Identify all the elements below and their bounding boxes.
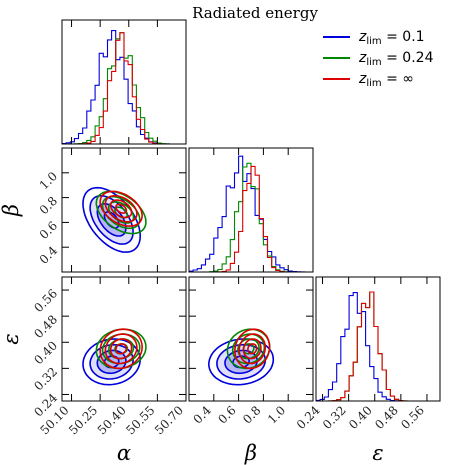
contour-series-1	[231, 333, 266, 365]
y-tick-label: 0.4	[37, 243, 61, 267]
legend-entry-2: zlim = ∞	[358, 71, 414, 89]
contour-series-0	[89, 343, 134, 380]
y-tick-label: 0.8	[37, 194, 60, 217]
contour-series-2	[104, 194, 138, 223]
contour-series-2	[238, 333, 267, 365]
hist-series-2	[189, 165, 313, 272]
x-tick-label: 0.24	[294, 403, 323, 432]
panel-frame	[61, 19, 187, 145]
contour-series-2	[109, 338, 133, 360]
y-tick-label: 0.48	[31, 312, 60, 341]
axis-label: β	[244, 441, 257, 465]
y-tick-label: 0.6	[37, 219, 60, 242]
contour-series-1	[101, 195, 141, 230]
contour-series-2	[247, 343, 258, 355]
contour-series-1	[95, 190, 147, 235]
contour-series-2	[104, 333, 138, 365]
contour-series-2	[234, 328, 271, 370]
axis-label: α	[117, 441, 131, 465]
y-tick-label: 0.40	[31, 338, 60, 367]
contour-series-2	[99, 190, 143, 227]
panel-frame	[188, 147, 314, 273]
contour-series-2	[115, 343, 128, 355]
legend-entry-0: zlim = 0.1	[358, 29, 425, 47]
axis-ticks: 0.240.320.400.480.56	[294, 277, 428, 432]
panel-frame	[61, 147, 187, 273]
contour-series-0	[103, 211, 120, 229]
x-tick-label: 0.56	[398, 403, 427, 432]
hist-panel-alpha	[61, 19, 187, 145]
axis-ticks	[213, 148, 289, 272]
x-tick-label: 0.6	[215, 403, 238, 426]
contour-series-0	[82, 338, 142, 386]
x-tick-label: 0.32	[320, 403, 349, 432]
hist-panel-beta	[188, 147, 314, 273]
y-tick-label: 0.32	[31, 365, 60, 394]
axis-label: β	[0, 204, 23, 217]
axis-label: ε	[372, 441, 383, 465]
hist-panel-epsilon	[315, 276, 441, 402]
contour-series-1	[107, 201, 135, 224]
x-tick-label: 0.48	[372, 403, 401, 432]
y-tick-label: 1.0	[37, 169, 60, 192]
panel-frame	[315, 276, 441, 402]
contour-series-2	[242, 338, 262, 360]
axis-ticks	[71, 20, 187, 144]
contour-series-2	[115, 203, 128, 214]
x-tick-label: 50.55	[123, 403, 157, 437]
contour-panel-alpha-epsilon	[61, 276, 187, 402]
contour-series-0	[96, 349, 127, 375]
y-tick-label: 0.56	[31, 286, 60, 315]
contour-series-2	[109, 199, 133, 219]
panel-frame	[188, 276, 314, 402]
hist-series-2	[62, 32, 186, 144]
x-tick-label: 1.0	[265, 403, 288, 426]
x-tick-label: 0.8	[240, 403, 263, 426]
hist-series-0	[316, 292, 440, 401]
x-tick-label: 50.25	[66, 403, 100, 437]
legend-entry-1: zlim = 0.24	[358, 50, 434, 68]
panel-frame	[61, 276, 187, 402]
x-tick-label: 50.70	[152, 403, 186, 437]
contour-panel-alpha-beta	[61, 147, 187, 273]
chart-title: Radiated energy	[192, 4, 318, 22]
contour-series-2	[99, 328, 143, 370]
hist-series-0	[189, 155, 313, 272]
contour-series-1	[237, 338, 260, 360]
contour-panel-beta-epsilon	[188, 276, 314, 402]
x-tick-label: 0.4	[191, 403, 215, 427]
x-tick-label: 0.40	[346, 403, 375, 432]
axis-label: ε	[0, 333, 23, 344]
x-tick-label: 50.40	[95, 403, 129, 437]
legend: zlim = 0.1 zlim = 0.24 zlim = ∞	[323, 29, 434, 89]
